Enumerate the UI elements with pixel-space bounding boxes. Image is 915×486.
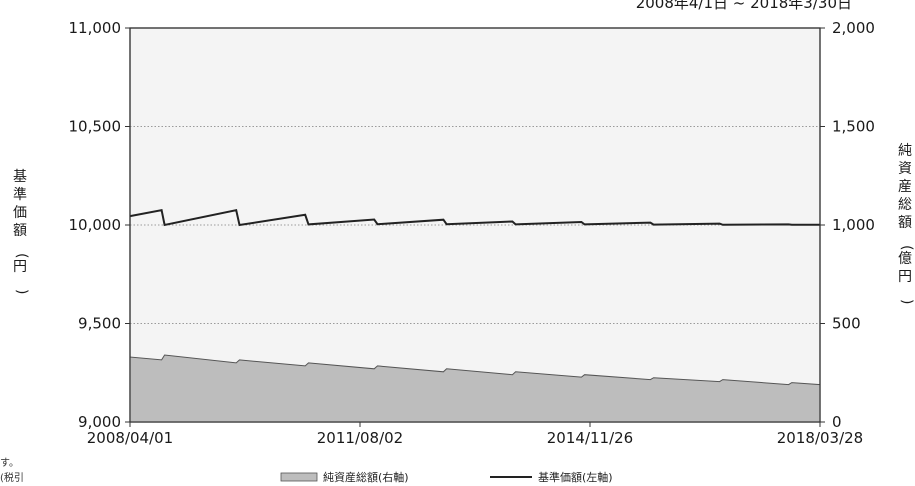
axis-title-char: 価 [13, 205, 27, 221]
axis-title-char: 準 [13, 187, 27, 203]
right-axis-ticks: 2,000 1,500 1,000 500 0 [820, 19, 875, 431]
axis-title-char: ( [13, 253, 29, 258]
axis-title-char: ( [898, 245, 914, 250]
legend-area-label: 純資産総額(右軸) [323, 470, 409, 484]
axis-title-char: ) [898, 299, 914, 304]
axis-title-char: 額 [898, 215, 912, 231]
axis-title-char: 純 [898, 143, 912, 159]
left-axis-ticks: 11,000 10,500 10,000 9,500 9,000 [69, 19, 130, 431]
left-tick-label: 9,500 [78, 315, 121, 333]
nav-price-line [129, 209, 820, 227]
legend-line-label: 基準価額(左軸) [538, 470, 613, 484]
left-tick-label: 9,000 [78, 413, 121, 431]
legend: 純資産総額(右軸) 基準価額(左軸) [280, 470, 613, 484]
right-tick-label: 0 [832, 413, 842, 431]
x-axis-ticks: 2008/04/01 2011/08/02 2014/11/26 2018/03/28 [87, 422, 863, 447]
legend-area-swatch [280, 472, 318, 482]
axis-title-char: ) [13, 289, 29, 294]
x-tick-label: 2014/11/26 [547, 429, 633, 447]
net-assets-area [129, 354, 821, 423]
right-tick-label: 2,000 [832, 19, 875, 37]
left-tick-label: 11,000 [69, 19, 122, 37]
x-tick-label: 2011/08/02 [317, 429, 403, 447]
left-tick-label: 10,000 [69, 216, 122, 234]
axis-title-char: 億 [898, 251, 912, 267]
right-tick-label: 500 [832, 315, 861, 333]
period-header: 2008年4/1日 ~ 2018年3/30日 [636, 0, 852, 12]
x-tick-label: 2008/04/01 [87, 429, 173, 447]
right-tick-label: 1,500 [832, 118, 875, 136]
axis-title-char: 総 [898, 197, 912, 213]
axis-title-char: 円 [13, 259, 27, 275]
axis-title-char: 額 [13, 223, 27, 239]
note-line-2: (税引 [0, 471, 24, 484]
right-tick-label: 1,000 [832, 216, 875, 234]
note-line-1: す。 [0, 457, 19, 469]
left-axis-title: 基準価額 (円) [13, 168, 29, 294]
gridlines [130, 126, 820, 324]
axis-title-char: 基 [13, 168, 27, 185]
axis-title-char: 産 [898, 179, 912, 195]
axis-title-char: 資 [898, 161, 912, 177]
x-tick-label: 2018/03/28 [777, 429, 863, 447]
left-tick-label: 10,500 [69, 118, 122, 136]
right-axis-title: 純資産総額 (億円) [898, 143, 914, 304]
axis-title-char: 円 [898, 269, 912, 285]
